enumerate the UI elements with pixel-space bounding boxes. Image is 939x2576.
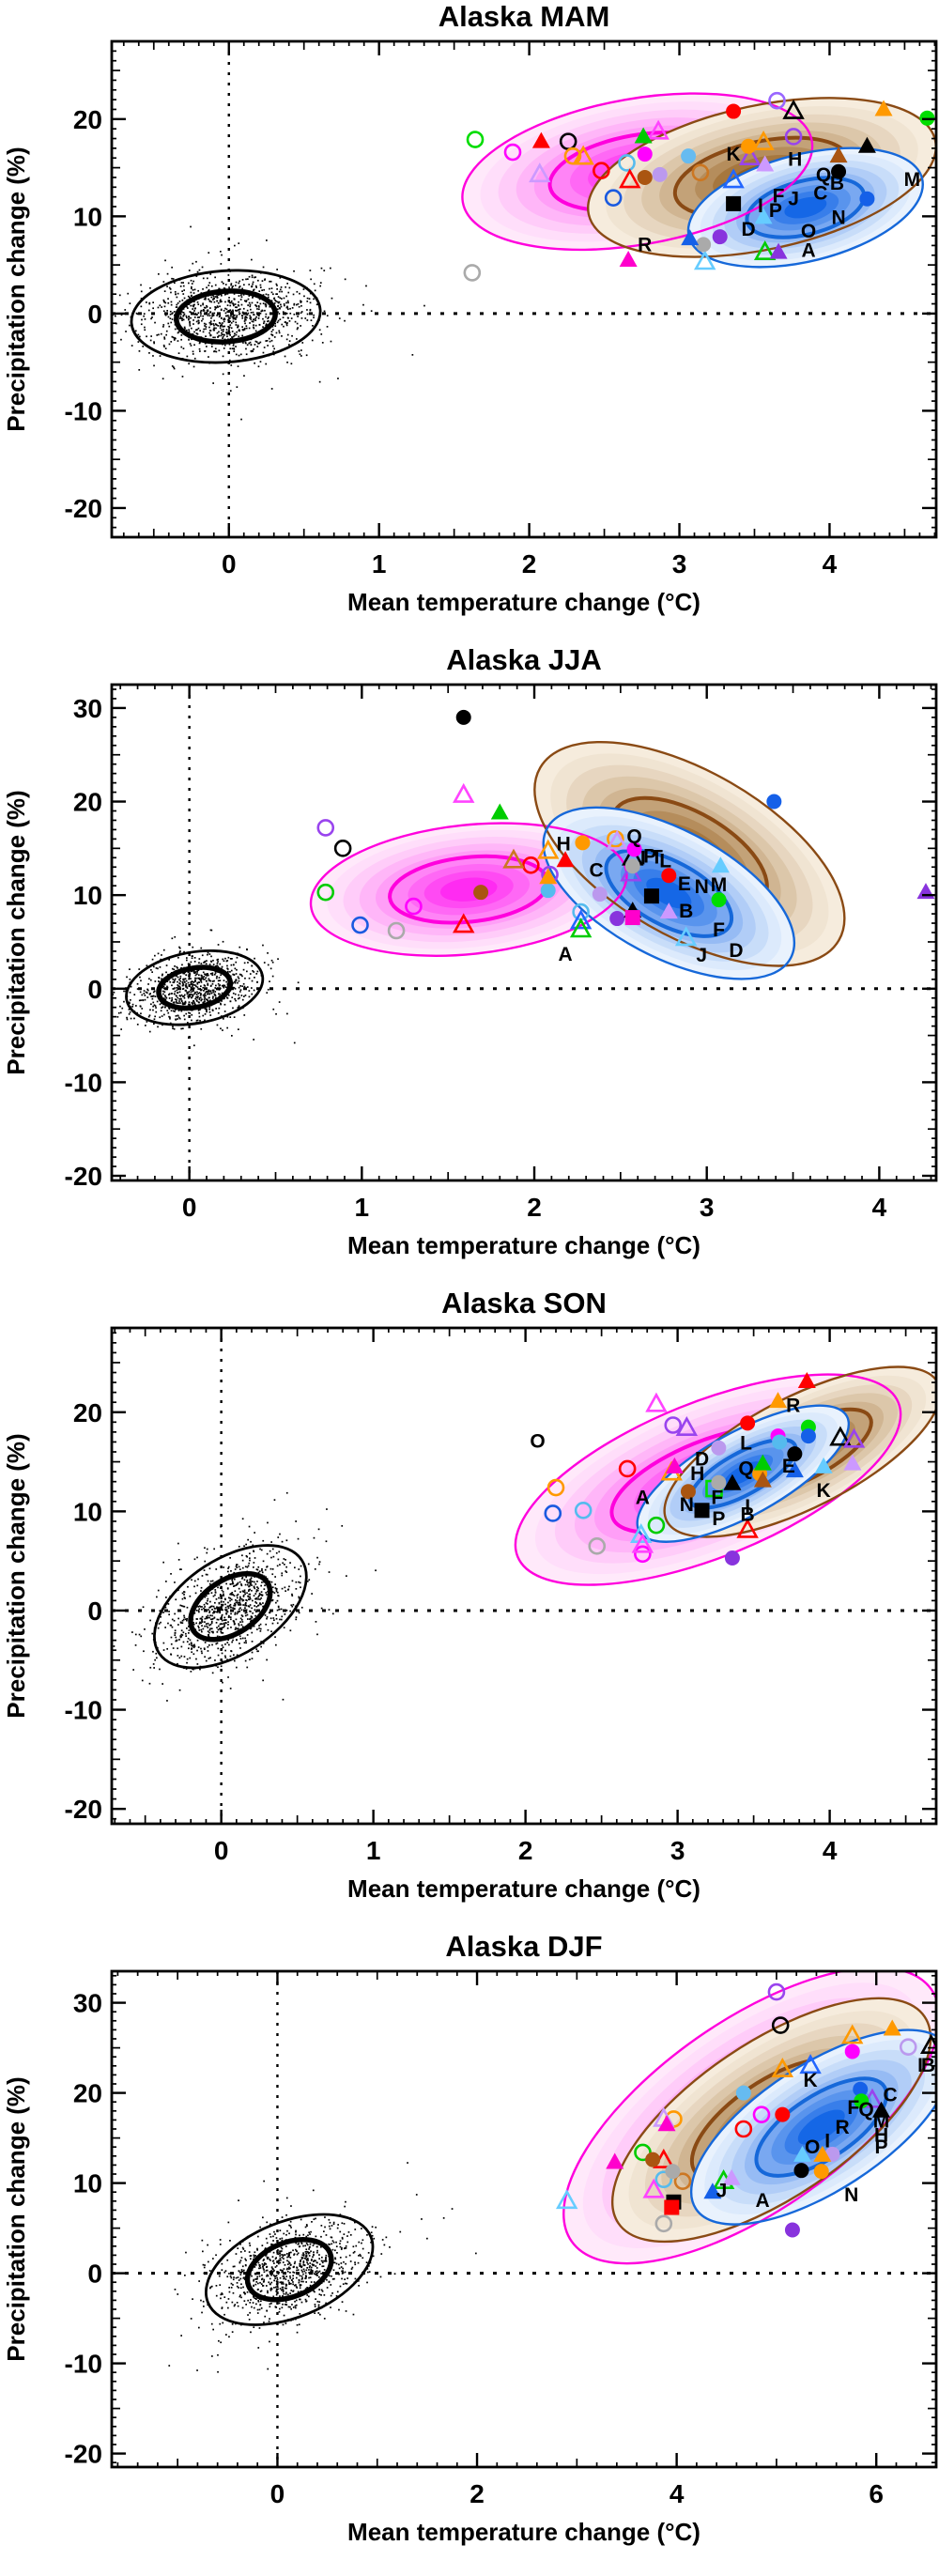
svg-text:Q: Q: [626, 825, 641, 847]
svg-text:10: 10: [73, 1497, 102, 1526]
control-scatter-cloud: [63, 2162, 477, 2372]
svg-text:C: C: [590, 859, 604, 881]
svg-text:K: K: [817, 1480, 831, 1502]
svg-text:4: 4: [823, 1836, 838, 1865]
svg-text:R: R: [786, 1395, 800, 1416]
svg-text:1: 1: [355, 1193, 370, 1222]
svg-text:20: 20: [73, 1398, 102, 1427]
control-scatter-cloud: [0, 226, 425, 421]
svg-text:A: A: [558, 944, 572, 965]
svg-text:-20: -20: [65, 1162, 102, 1191]
svg-text:2: 2: [522, 549, 537, 578]
svg-text:K: K: [727, 144, 741, 165]
svg-text:P: P: [769, 200, 782, 222]
svg-text:4: 4: [872, 1193, 887, 1222]
svg-text:3: 3: [672, 549, 687, 578]
panel-title: Alaska JJA: [446, 643, 601, 676]
svg-text:F: F: [713, 919, 725, 941]
svg-text:4: 4: [823, 549, 838, 578]
x-axis-label: Mean temperature change (°C): [347, 588, 700, 616]
svg-text:-20: -20: [65, 494, 102, 523]
svg-text:B: B: [830, 173, 844, 194]
x-axis-label: Mean temperature change (°C): [347, 1874, 700, 1903]
svg-text:I: I: [758, 195, 763, 217]
svg-text:M: M: [904, 169, 921, 191]
svg-text:J: J: [788, 189, 799, 210]
y-axis-label: Precipitation change (%): [2, 2076, 30, 2361]
svg-text:2: 2: [527, 1193, 542, 1222]
svg-text:F: F: [711, 1488, 723, 1509]
svg-text:A: A: [801, 240, 815, 262]
svg-text:0: 0: [214, 1836, 229, 1865]
svg-text:R: R: [638, 234, 652, 255]
svg-text:1: 1: [366, 1836, 381, 1865]
svg-text:B: B: [741, 1504, 755, 1526]
svg-text:Q: Q: [738, 1458, 753, 1479]
svg-text:E: E: [678, 873, 691, 895]
svg-text:L: L: [740, 1432, 752, 1454]
svg-text:20: 20: [73, 788, 102, 817]
svg-text:C: C: [813, 183, 827, 205]
svg-text:3: 3: [670, 1836, 685, 1865]
svg-text:0: 0: [87, 1597, 102, 1626]
panel-title: Alaska SON: [441, 1287, 607, 1319]
svg-text:P: P: [712, 1508, 725, 1530]
y-axis-label: Precipitation change (%): [2, 147, 30, 431]
svg-text:D: D: [729, 940, 743, 962]
svg-text:D: D: [742, 219, 756, 240]
svg-text:-10: -10: [65, 1068, 102, 1097]
svg-text:E: E: [782, 1456, 795, 1477]
svg-text:N: N: [831, 207, 845, 228]
svg-text:J: J: [696, 945, 707, 966]
svg-text:30: 30: [73, 694, 102, 723]
y-axis-label: Precipitation change (%): [2, 790, 30, 1074]
svg-text:B: B: [679, 901, 693, 922]
svg-text:1: 1: [372, 549, 387, 578]
svg-text:L: L: [659, 850, 671, 872]
svg-text:I: I: [640, 847, 646, 869]
svg-text:0: 0: [182, 1193, 197, 1222]
svg-text:H: H: [557, 833, 571, 855]
svg-text:N: N: [680, 1494, 694, 1516]
svg-text:0: 0: [222, 549, 237, 578]
control-scatter-cloud: [86, 1492, 377, 1713]
x-axis-label: Mean temperature change (°C): [347, 1231, 700, 1259]
svg-text:20: 20: [73, 105, 102, 134]
svg-text:0: 0: [87, 975, 102, 1004]
svg-text:-20: -20: [65, 1795, 102, 1824]
svg-text:3: 3: [700, 1193, 715, 1222]
svg-text:-10: -10: [65, 1696, 102, 1725]
svg-text:O: O: [530, 1430, 545, 1452]
panel-title: Alaska DJF: [445, 1930, 602, 1963]
svg-text:2: 2: [518, 1836, 533, 1865]
x-axis-label: Mean temperature change (°C): [347, 2518, 700, 2546]
svg-text:-10: -10: [65, 396, 102, 425]
svg-text:10: 10: [73, 202, 102, 231]
panel-title: Alaska MAM: [439, 0, 610, 33]
y-axis-label: Precipitation change (%): [2, 1433, 30, 1718]
svg-text:N: N: [695, 876, 709, 898]
svg-text:10: 10: [73, 881, 102, 910]
svg-text:H: H: [690, 1463, 704, 1485]
svg-text:A: A: [636, 1488, 650, 1509]
svg-text:M: M: [711, 874, 728, 896]
svg-text:0: 0: [87, 300, 102, 329]
svg-text:O: O: [801, 221, 816, 242]
svg-text:H: H: [788, 148, 802, 170]
